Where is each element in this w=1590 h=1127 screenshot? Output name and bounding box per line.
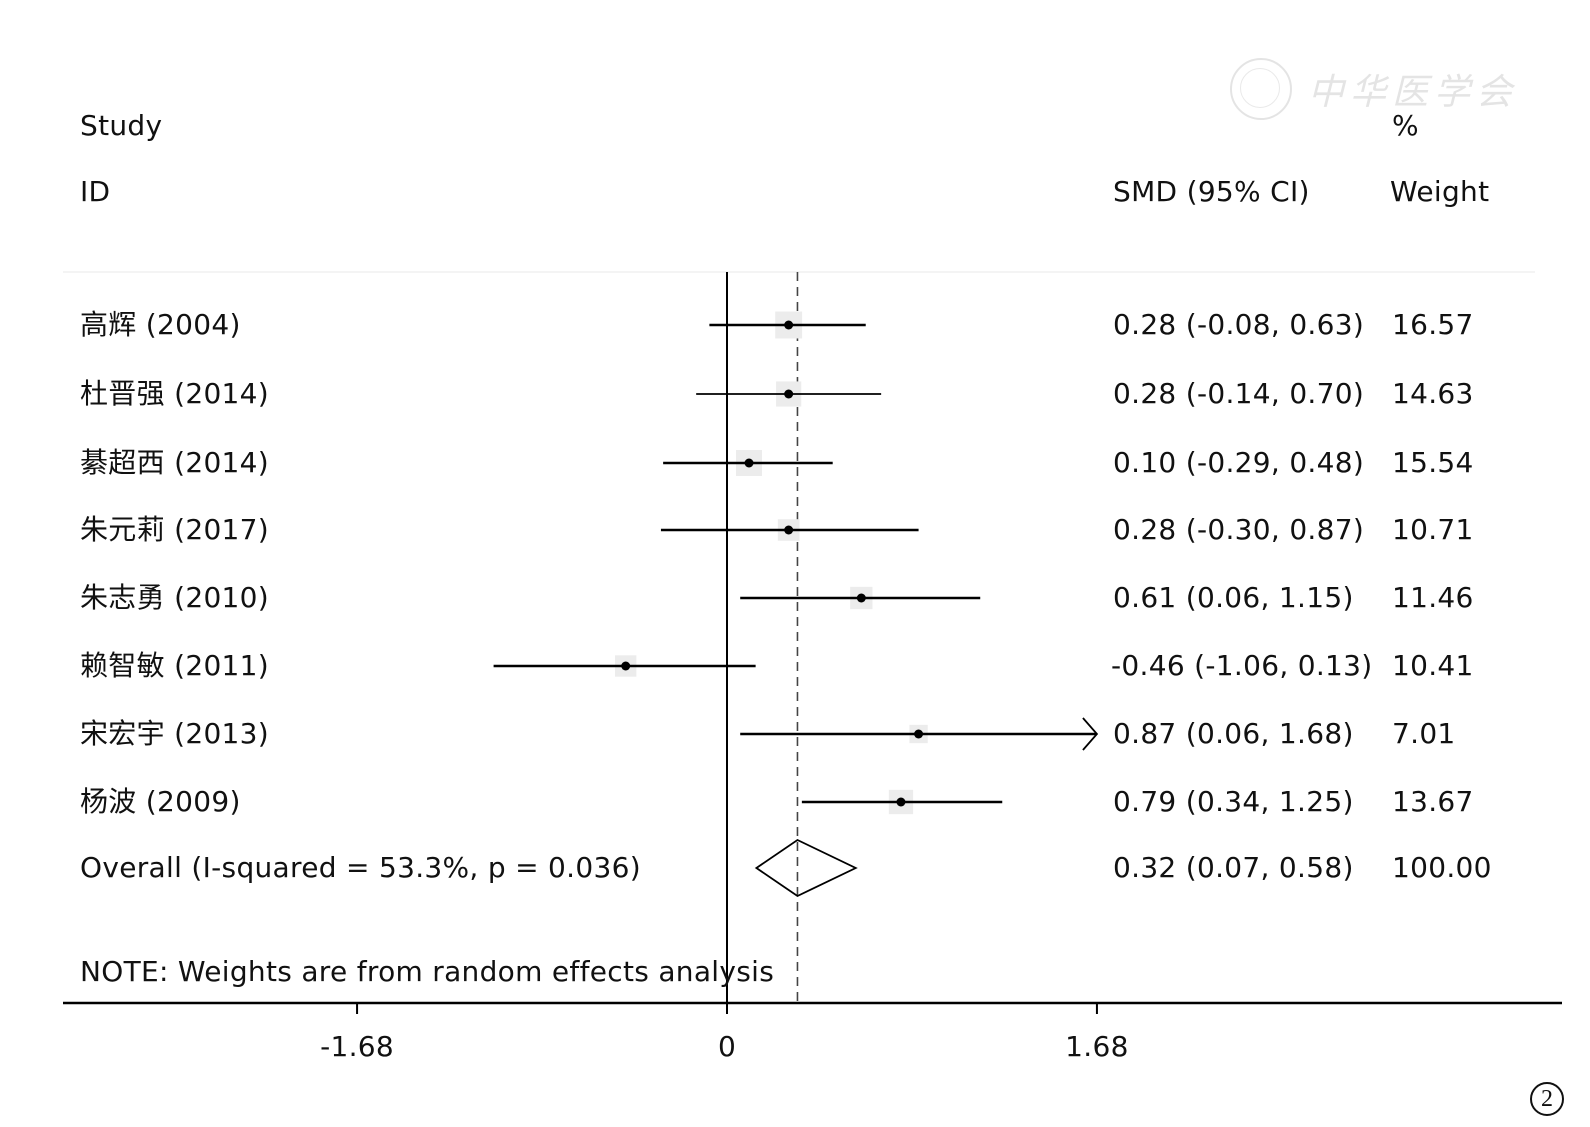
study-ci-text: 0.87 (0.06, 1.68) [1113, 717, 1354, 750]
overall-ci-text: 0.32 (0.07, 0.58) [1113, 851, 1354, 884]
overall-label: Overall (I-squared = 53.3%, p = 0.036) [80, 851, 641, 884]
study-ci-text: -0.46 (-1.06, 0.13) [1111, 649, 1373, 682]
overall-diamond [754, 838, 858, 898]
study-ci-text: 0.79 (0.34, 1.25) [1113, 785, 1354, 818]
watermark: 中华医学会 [1230, 58, 1518, 120]
study-label: 綦超西 (2014) [80, 446, 270, 479]
study-point-estimate [856, 593, 866, 603]
study-weight: 15.54 [1392, 446, 1474, 479]
study-label: 高辉 (2004) [80, 308, 241, 341]
study-point-estimate [914, 729, 924, 739]
study-weight: 11.46 [1392, 581, 1474, 614]
watermark-text: 中华医学会 [1308, 72, 1519, 113]
study-weight: 7.01 [1392, 717, 1456, 750]
study-ci-text: 0.28 (-0.30, 0.87) [1113, 513, 1365, 546]
x-tick-label: -1.68 [320, 1030, 395, 1063]
study-point-estimate [621, 661, 631, 671]
ci-arrow-icon [1082, 717, 1099, 751]
seal-icon [1230, 58, 1292, 120]
study-header: Study [80, 109, 163, 142]
study-label: 宋宏宇 (2013) [80, 717, 270, 750]
overall-weight: 100.00 [1392, 851, 1492, 884]
note-text: NOTE: Weights are from random effects an… [80, 955, 775, 988]
study-weight: 16.57 [1392, 308, 1474, 341]
x-tick-label: 1.68 [1065, 1030, 1129, 1063]
study-label: 朱元莉 (2017) [80, 513, 270, 546]
id-header: ID [80, 175, 111, 208]
study-ci-text: 0.28 (-0.08, 0.63) [1113, 308, 1365, 341]
weight-header: Weight [1390, 175, 1490, 208]
study-ci-text: 0.10 (-0.29, 0.48) [1113, 446, 1365, 479]
study-weight: 10.71 [1392, 513, 1474, 546]
study-weight: 10.41 [1392, 649, 1474, 682]
study-weight: 13.67 [1392, 785, 1474, 818]
study-label: 赖智敏 (2011) [80, 649, 270, 682]
study-point-estimate [896, 797, 906, 807]
study-weight: 14.63 [1392, 377, 1474, 410]
study-ci-text: 0.61 (0.06, 1.15) [1113, 581, 1354, 614]
study-point-estimate [784, 525, 794, 535]
study-label: 杜晋强 (2014) [80, 377, 270, 410]
study-label: 朱志勇 (2010) [80, 581, 270, 614]
percent-header: % [1392, 109, 1419, 142]
smd-header: SMD (95% CI) [1113, 175, 1310, 208]
figure-number: 2 [1530, 1082, 1564, 1116]
study-ci-text: 0.28 (-0.14, 0.70) [1113, 377, 1365, 410]
study-point-estimate [784, 389, 794, 399]
study-label: 杨波 (2009) [80, 785, 241, 818]
x-tick-label: 0 [717, 1030, 737, 1063]
study-point-estimate [744, 458, 754, 468]
study-point-estimate [784, 320, 794, 330]
